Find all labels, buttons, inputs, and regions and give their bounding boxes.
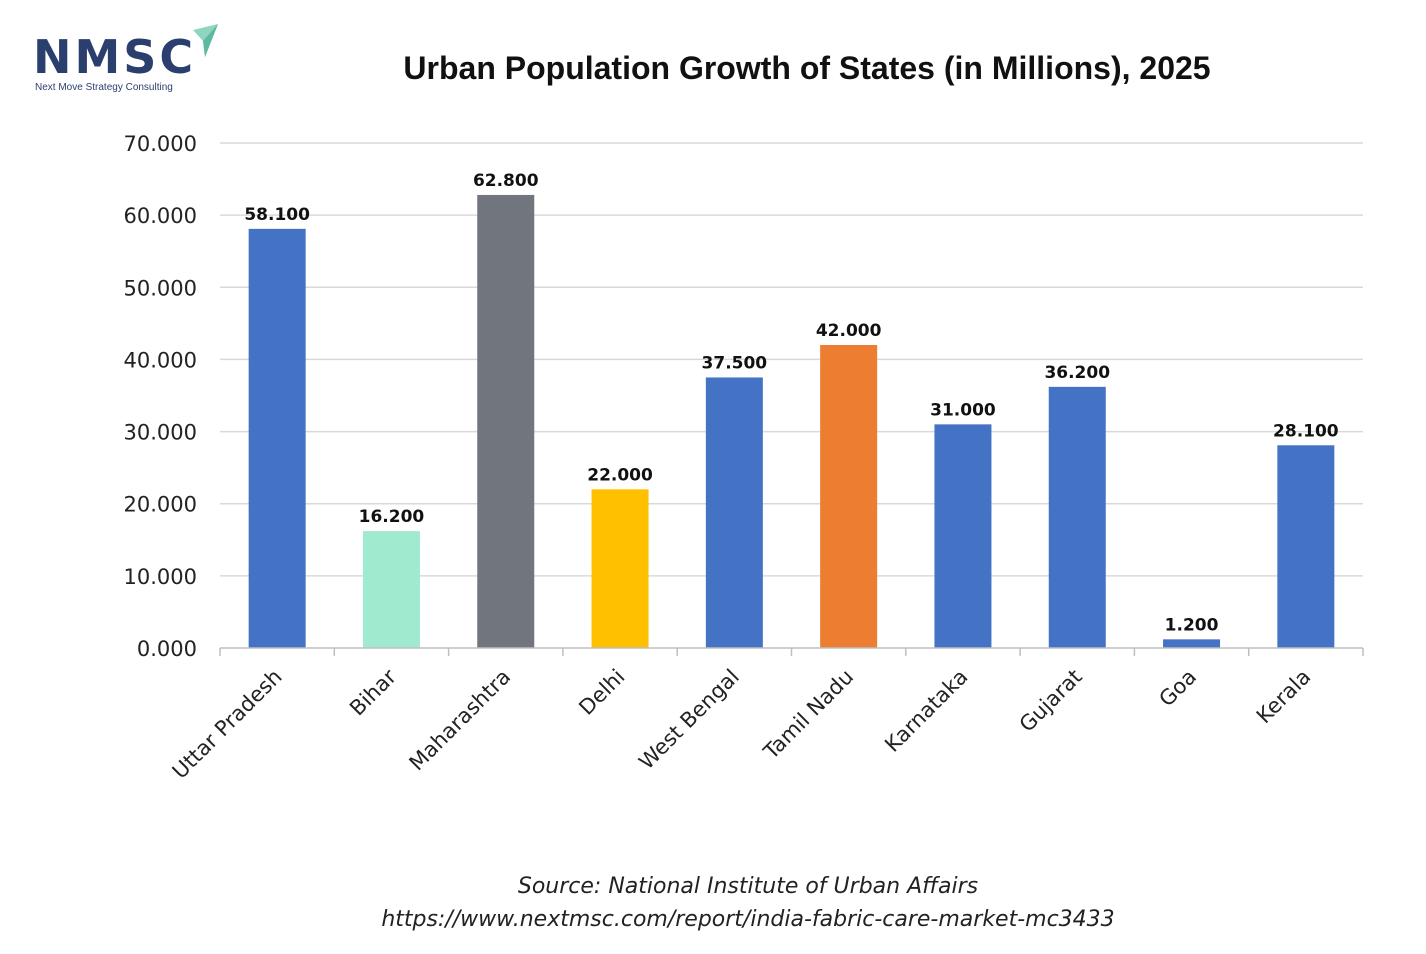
bar-delhi — [591, 489, 649, 648]
data-label: 28.100 — [1273, 421, 1339, 441]
y-tick-label: 20.000 — [124, 493, 197, 517]
data-label: 16.200 — [359, 507, 425, 527]
source-url: https://www.nextmsc.com/report/india-fab… — [381, 907, 1115, 932]
x-tick-label: Goa — [1154, 665, 1201, 712]
y-tick-label: 10.000 — [124, 565, 197, 589]
source-text: Source: National Institute of Urban Affa… — [517, 874, 979, 899]
bars — [248, 194, 1335, 648]
y-tick-label: 60.000 — [124, 204, 197, 228]
bar-bihar — [362, 531, 420, 648]
x-tick-label: Delhi — [574, 665, 629, 720]
chart-title: Urban Population Growth of States (in Mi… — [403, 50, 1211, 86]
y-tick-label: 40.000 — [124, 348, 197, 372]
logo-tagline: Next Move Strategy Consulting — [35, 82, 173, 93]
y-axis-ticks: 0.000 10.000 20.000 30.000 40.000 50.000 60.00… — [124, 132, 197, 661]
x-tick-label: Uttar Pradesh — [168, 665, 287, 784]
data-label: 62.800 — [473, 171, 539, 191]
x-axis — [219, 647, 1364, 656]
bar-goa — [1163, 639, 1221, 648]
x-tick-label: Maharashtra — [405, 665, 516, 776]
y-tick-label: 70.000 — [124, 132, 197, 156]
data-label: 37.500 — [702, 353, 768, 373]
data-label: 22.000 — [587, 465, 653, 485]
x-tick-label: Tamil Nadu — [758, 665, 858, 765]
bar-gujarat — [1048, 386, 1106, 648]
bar-karnataka — [934, 424, 992, 648]
data-label: 36.200 — [1044, 363, 1110, 383]
bar-kerala — [1277, 445, 1335, 648]
data-labels: 58.100 16.200 62.800 22.000 37.500 42.000 31.0… — [244, 171, 1338, 635]
x-tick-label: Kerala — [1252, 665, 1316, 729]
x-tick-label: West Bengal — [634, 665, 744, 775]
x-tick-label: Gujarat — [1015, 665, 1087, 737]
x-tick-label: Karnataka — [880, 665, 972, 757]
nmsc-logo: NMSC Next Move Strategy Consulting — [30, 22, 230, 97]
x-axis-ticks: Uttar Pradesh Bihar Maharashtra Delhi West B… — [168, 664, 1316, 783]
y-tick-label: 50.000 — [124, 276, 197, 300]
data-label: 1.200 — [1165, 615, 1219, 635]
y-tick-label: 0.000 — [137, 637, 197, 661]
data-label: 58.100 — [244, 205, 310, 225]
bar-uttar-pradesh — [248, 228, 306, 648]
paper-plane-icon — [193, 24, 218, 57]
logo-wordmark: NMSC — [33, 30, 197, 84]
data-label: 31.000 — [930, 400, 996, 420]
bar-west-bengal — [705, 377, 763, 648]
y-tick-label: 30.000 — [124, 421, 197, 445]
data-label: 42.000 — [816, 321, 882, 341]
bar-maharashtra — [477, 194, 535, 648]
bar-tamil-nadu — [820, 345, 878, 648]
x-tick-label: Bihar — [345, 664, 401, 720]
